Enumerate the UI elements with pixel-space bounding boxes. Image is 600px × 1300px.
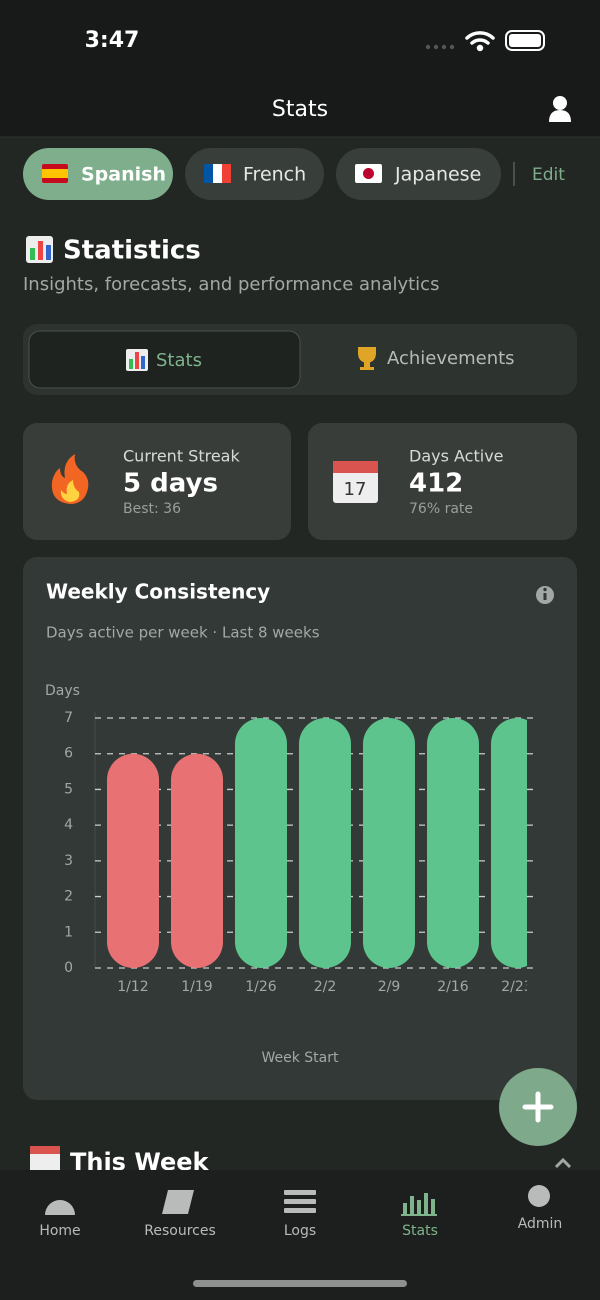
x-tick-label: 2/23 [501,979,532,995]
flag-jp [355,164,382,183]
chart-subtitle: Days active per week · Last 8 weeks [46,624,320,642]
x-tick-label: 1/26 [245,979,277,995]
tab-label: Stats [156,350,202,371]
plus-icon [522,1091,554,1123]
trophy-icon [358,347,376,370]
y-tick-label: 7 [64,710,73,726]
language-chip[interactable] [336,148,501,200]
flag-fr [204,164,231,183]
nav-label[interactable]: Admin [518,1216,563,1232]
x-tick-label: 2/2 [314,979,337,995]
section-subtitle: Insights, forecasts, and performance ana… [23,274,439,295]
stats-icon [401,1193,437,1216]
header-title: Stats [272,97,328,122]
calendar-icon: 17 [333,461,378,503]
plot: 0 1 2 3 4 5 6 7 1/12 1/19 1/26 2/2 2/9 2/16 2/23 [64,710,537,995]
calendar-emoji [30,1146,60,1170]
section-title: Statistics [63,236,201,266]
card-note: 76% rate [409,501,473,517]
nav: Home Resources Logs Stats Admin [39,1216,562,1239]
info-icon[interactable] [536,586,554,604]
nav-icons [45,1185,550,1215]
bar [171,753,223,968]
y-tick-label: 2 [64,889,73,905]
language-chip[interactable] [185,148,324,200]
top-bar [0,0,600,137]
bar [299,718,351,968]
svg-text:17: 17 [344,479,367,500]
y-tick-label: 6 [64,746,73,762]
y-tick-label: 1 [64,924,73,940]
x-axis-label: Week Start [261,1050,339,1066]
chart-title: Weekly Consistency [46,580,270,604]
home-indicator [193,1280,407,1287]
card-note: Best: 36 [123,501,181,517]
y-tick-label: 5 [64,781,73,797]
edit-button[interactable]: Edit [532,165,565,185]
tab-active[interactable] [28,330,301,389]
battery-level [509,34,541,47]
y-tick-label: 3 [64,853,73,869]
bar [363,718,415,968]
nav-label[interactable]: Logs [284,1223,316,1239]
user-icon[interactable] [549,96,571,122]
card-value: 412 [409,469,463,499]
chart-emoji [26,236,53,263]
bar [235,718,287,968]
card-title: Days Active [409,447,504,466]
section-title: This Week [70,1148,209,1176]
card-title: Current Streak [123,447,240,466]
bar [107,753,159,968]
stat-card [23,423,291,540]
clock: 3:47 [85,28,140,53]
tab-icon [126,349,148,371]
nav-label[interactable]: Stats [402,1223,438,1239]
signal-icon [425,44,455,50]
bar [491,718,527,968]
y-axis-label: Days [45,683,80,699]
collapse-icon[interactable] [554,1157,572,1169]
nav-label[interactable]: Home [39,1223,80,1239]
y-tick-label: 0 [64,960,73,976]
flame-icon [51,454,89,504]
nav-label[interactable]: Resources [144,1223,216,1239]
language-label: French [243,164,306,186]
wifi-icon [465,31,495,52]
language-label: Spanish [81,164,166,186]
flag-es [42,164,68,183]
x-tick-label: 1/19 [181,979,212,995]
tab-label: Achievements [387,348,515,369]
stat-card [308,423,577,540]
x-tick-label: 2/9 [378,979,401,995]
bars: 1/12 1/19 1/26 2/2 2/9 2/16 2/23 [107,718,532,995]
bar [427,718,479,968]
scroll-content: Spanish French Japanese Edit Statistics … [23,148,577,1176]
language-label: Japanese [394,164,481,186]
language-chip-active[interactable] [23,148,173,200]
battery-icon [505,30,545,51]
x-tick-label: 2/16 [437,979,469,995]
y-tick-label: 4 [64,817,73,833]
x-tick-label: 1/12 [117,979,148,995]
card-value: 5 days [123,469,218,499]
